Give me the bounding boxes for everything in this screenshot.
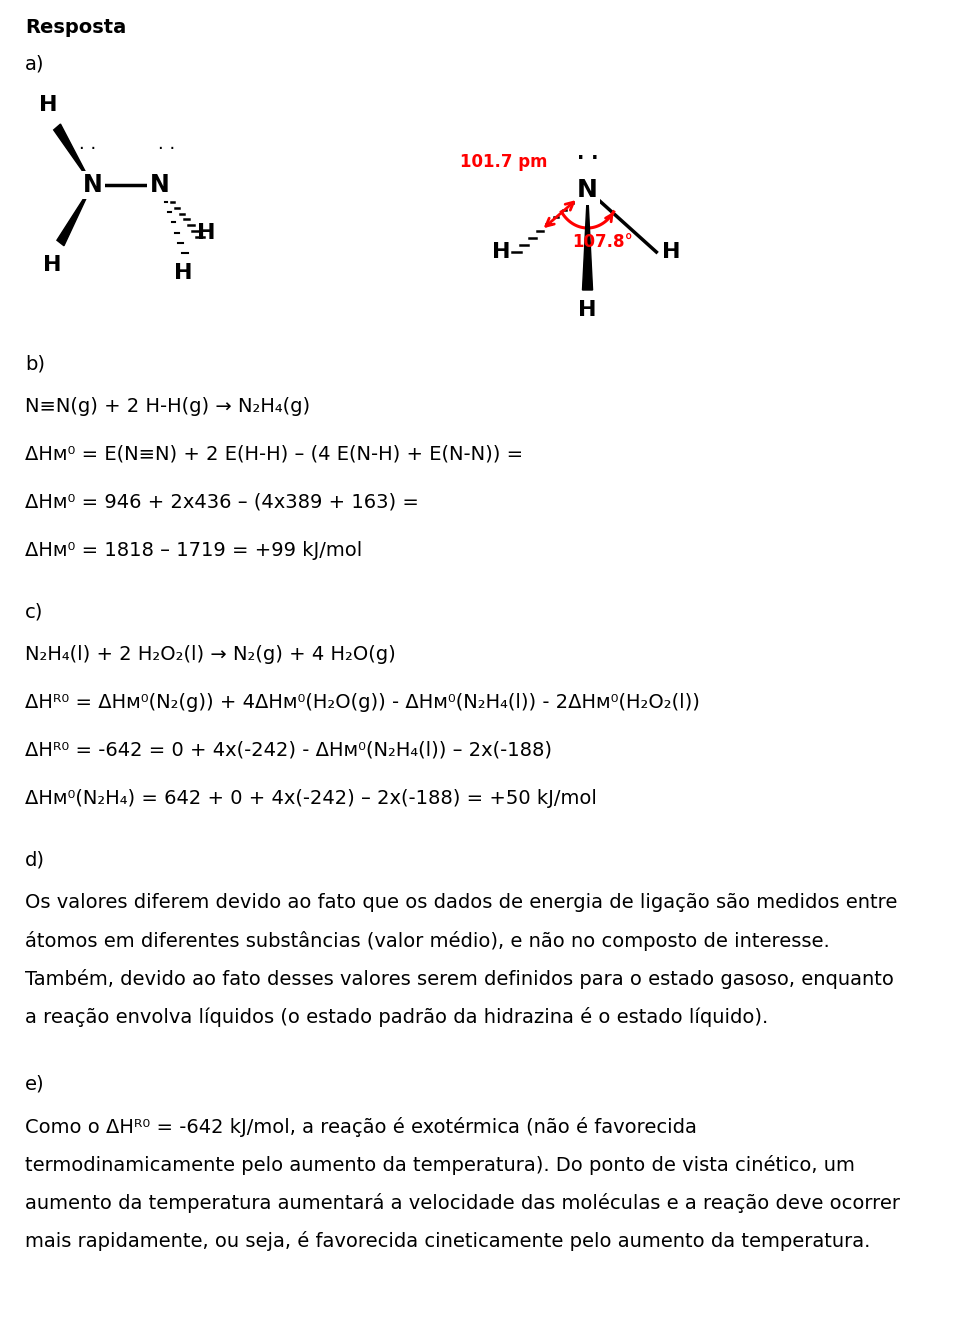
Text: · ·: · · — [79, 140, 96, 159]
Text: aumento da temperatura aumentará a velocidade das moléculas e a reação deve ocor: aumento da temperatura aumentará a veloc… — [25, 1193, 900, 1214]
Text: H: H — [174, 263, 192, 284]
Text: ΔHᴿ⁰ = -642 = 0 + 4x(-242) - ΔHᴍ⁰(N₂H₄(l)) – 2x(-188): ΔHᴿ⁰ = -642 = 0 + 4x(-242) - ΔHᴍ⁰(N₂H₄(l… — [25, 741, 552, 759]
Text: átomos em diferentes substâncias (valor médio), e não no composto de interesse.: átomos em diferentes substâncias (valor … — [25, 931, 830, 952]
Text: · ·: · · — [157, 140, 175, 159]
Text: Resposta: Resposta — [25, 17, 127, 38]
Text: termodinamicamente pelo aumento da temperatura). Do ponto de vista cinético, um: termodinamicamente pelo aumento da tempe… — [25, 1154, 855, 1175]
Text: 101.7 pm: 101.7 pm — [460, 153, 547, 171]
Text: b): b) — [25, 355, 45, 374]
Polygon shape — [583, 190, 592, 290]
Text: N: N — [577, 177, 598, 202]
Text: H: H — [39, 95, 58, 116]
Text: N₂H₄(l) + 2 H₂O₂(l) → N₂(g) + 4 H₂O(g): N₂H₄(l) + 2 H₂O₂(l) → N₂(g) + 4 H₂O(g) — [25, 645, 396, 664]
Text: H: H — [43, 255, 61, 276]
Text: c): c) — [25, 603, 43, 622]
Text: ΔHᴍ⁰(N₂H₄) = 642 + 0 + 4x(-242) – 2x(-188) = +50 kJ/mol: ΔHᴍ⁰(N₂H₄) = 642 + 0 + 4x(-242) – 2x(-18… — [25, 789, 597, 808]
Text: H: H — [197, 223, 216, 243]
Text: H: H — [578, 300, 597, 320]
Text: a): a) — [25, 55, 45, 74]
Polygon shape — [57, 185, 92, 246]
Text: Como o ΔHᴿ⁰ = -642 kJ/mol, a reação é exotérmica (não é favorecida: Como o ΔHᴿ⁰ = -642 kJ/mol, a reação é ex… — [25, 1117, 697, 1137]
Text: · ·: · · — [577, 148, 598, 168]
Text: e): e) — [25, 1075, 45, 1094]
Polygon shape — [54, 124, 92, 185]
Text: ΔHᴍ⁰ = 1818 – 1719 = +99 kJ/mol: ΔHᴍ⁰ = 1818 – 1719 = +99 kJ/mol — [25, 542, 363, 560]
Text: ΔHᴍ⁰ = E(N≡N) + 2 E(H-H) – (4 E(N-H) + E(N-N)) =: ΔHᴍ⁰ = E(N≡N) + 2 E(H-H) – (4 E(N-H) + E… — [25, 445, 523, 464]
Text: Também, devido ao fato desses valores serem definidos para o estado gasoso, enqu: Também, devido ao fato desses valores se… — [25, 969, 894, 989]
Text: d): d) — [25, 851, 45, 870]
Text: ΔHᴿ⁰ = ΔHᴍ⁰(N₂(g)) + 4ΔHᴍ⁰(H₂O(g)) - ΔHᴍ⁰(N₂H₄(l)) - 2ΔHᴍ⁰(H₂O₂(l)): ΔHᴿ⁰ = ΔHᴍ⁰(N₂(g)) + 4ΔHᴍ⁰(H₂O(g)) - ΔHᴍ… — [25, 694, 700, 712]
Text: mais rapidamente, ou seja, é favorecida cineticamente pelo aumento da temperatur: mais rapidamente, ou seja, é favorecida … — [25, 1231, 871, 1251]
Text: N≡N(g) + 2 H-H(g) → N₂H₄(g): N≡N(g) + 2 H-H(g) → N₂H₄(g) — [25, 396, 310, 417]
Text: H: H — [492, 242, 511, 262]
Text: a reação envolva líquidos (o estado padrão da hidrazina é o estado líquido).: a reação envolva líquidos (o estado padr… — [25, 1007, 768, 1027]
Text: 107.8°: 107.8° — [572, 233, 633, 251]
Text: Os valores diferem devido ao fato que os dados de energia de ligação são medidos: Os valores diferem devido ao fato que os… — [25, 892, 898, 913]
Text: N: N — [150, 173, 169, 198]
Text: N: N — [83, 173, 102, 198]
Text: ΔHᴍ⁰ = 946 + 2x436 – (4x389 + 163) =: ΔHᴍ⁰ = 946 + 2x436 – (4x389 + 163) = — [25, 493, 420, 512]
Text: H: H — [662, 242, 681, 262]
